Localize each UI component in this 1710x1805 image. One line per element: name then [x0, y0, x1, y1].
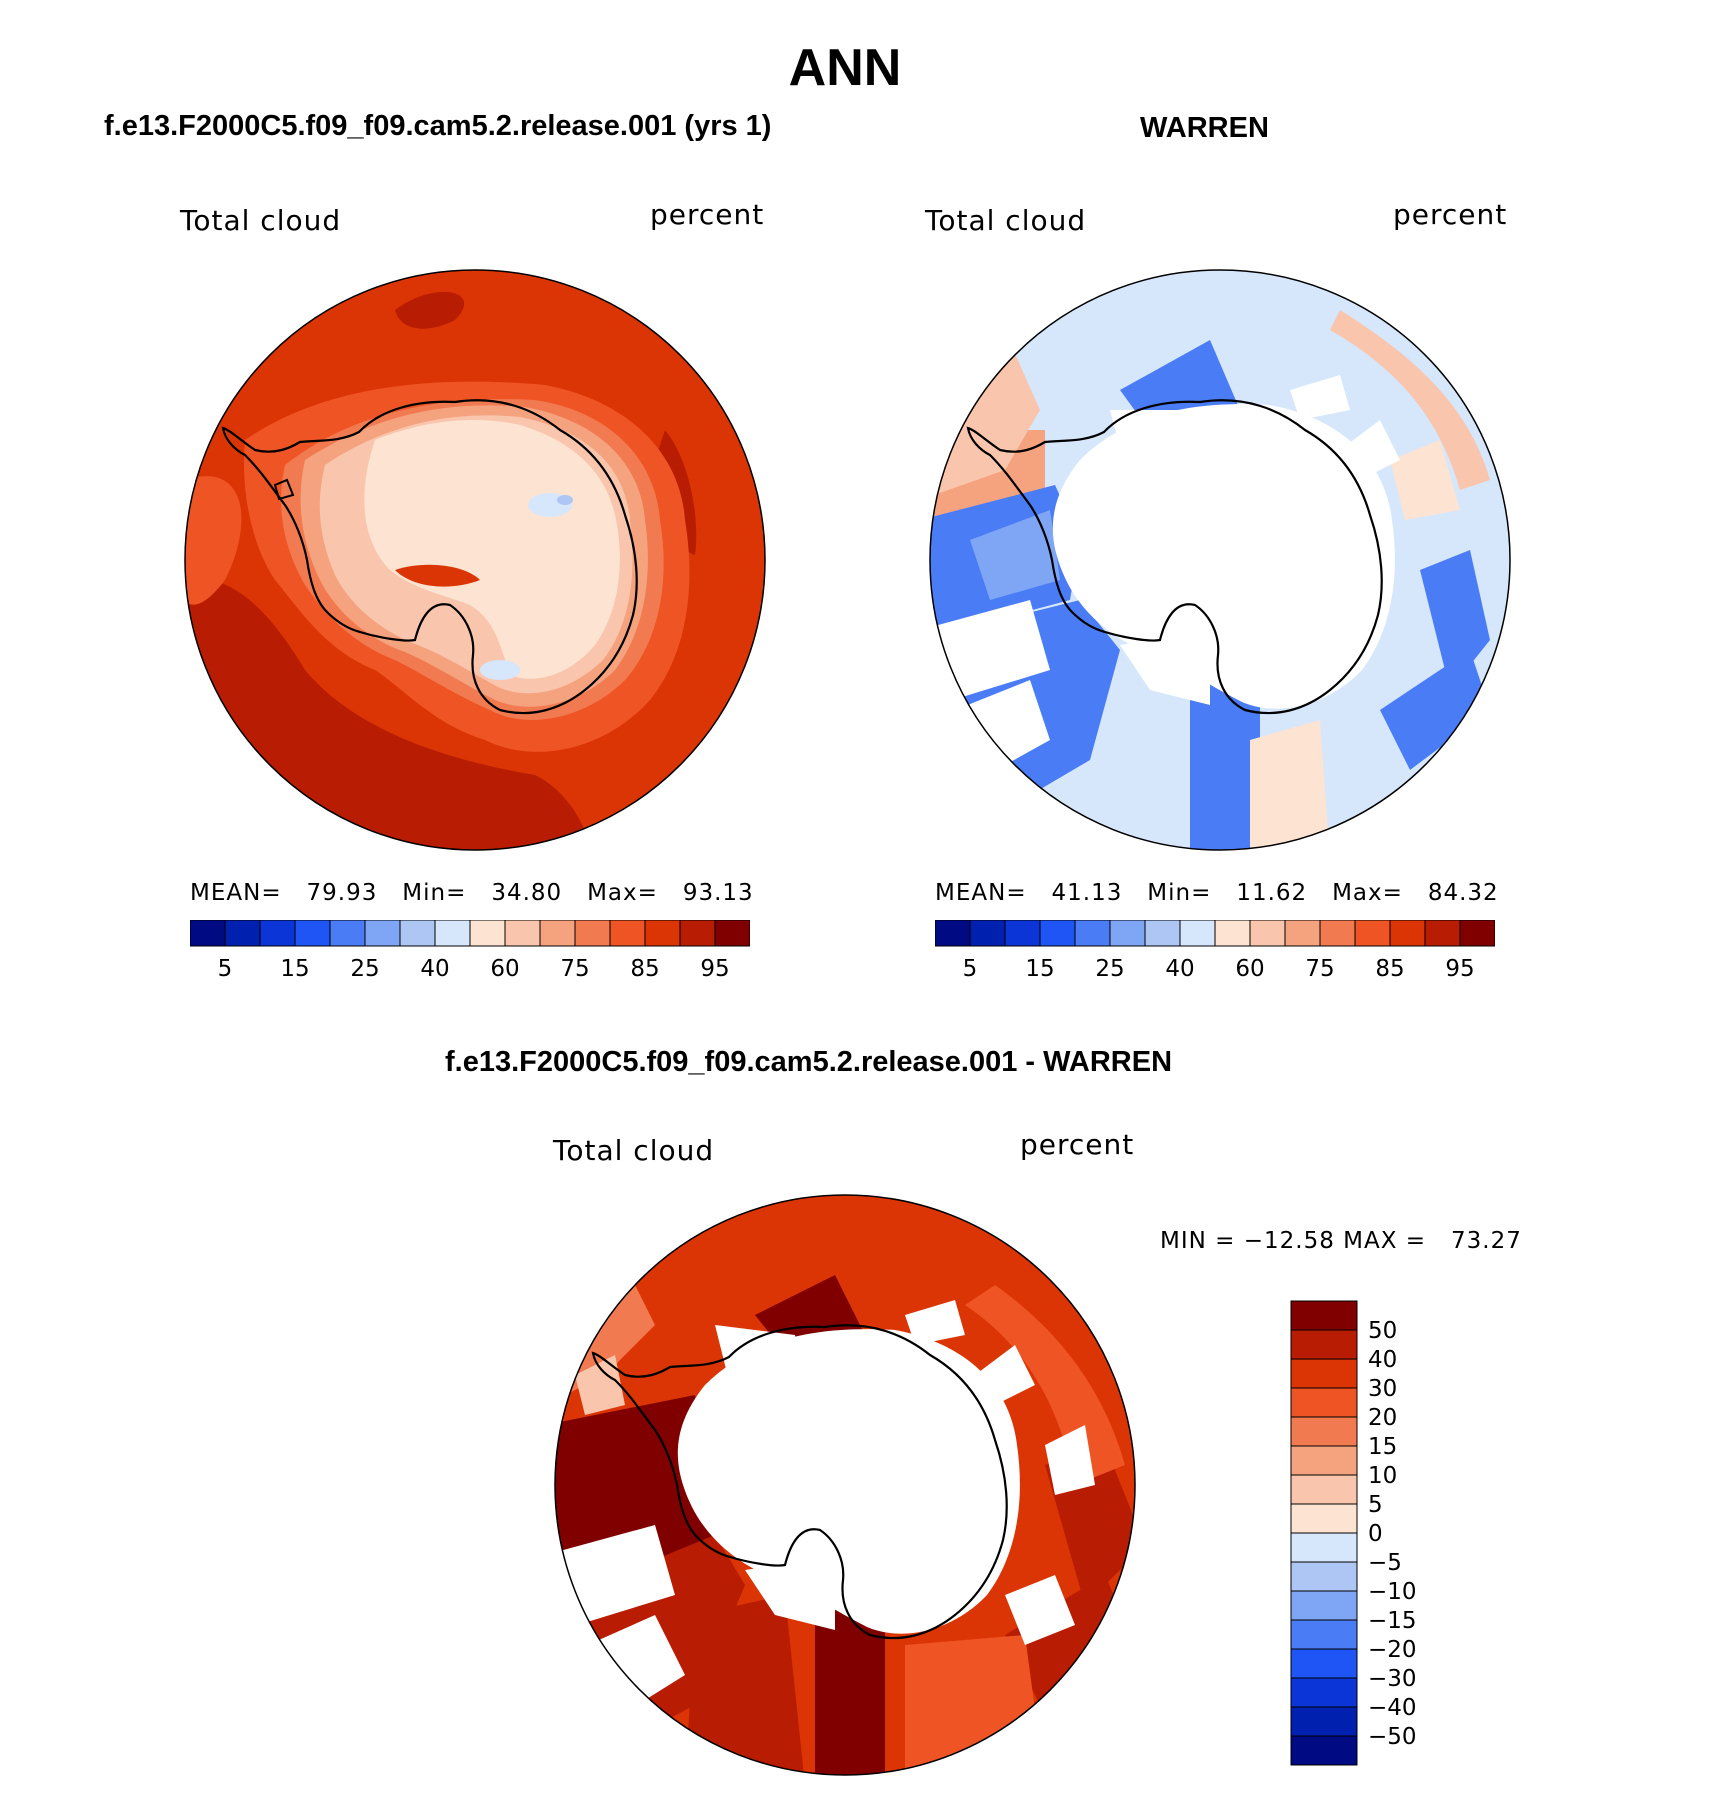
colorbar-swatch: [1249, 920, 1286, 947]
panel1-colorbar: 5 15 25 40 60 75 85 95: [190, 920, 750, 980]
colorbar-swatch: [1290, 1503, 1358, 1534]
colorbar-swatch: [1290, 1300, 1358, 1331]
figure-title: ANN: [788, 39, 902, 97]
colorbar-tick-label: −5: [1368, 1550, 1402, 1576]
colorbar-swatch: [1179, 920, 1216, 947]
colorbar-tick-label: 25: [350, 956, 379, 980]
colorbar-tick-label: −40: [1368, 1695, 1417, 1721]
colorbar-tick-label: −10: [1368, 1579, 1417, 1605]
panel2-colorbar: 5 15 25 40 60 75 85 95: [935, 920, 1495, 980]
diff-units-label: percent: [1020, 1128, 1135, 1161]
colorbar-swatch: [399, 920, 436, 947]
colorbar-tick-label: 15: [1025, 956, 1054, 980]
colorbar-tick-label: 85: [1375, 956, 1404, 980]
colorbar-swatch: [1290, 1416, 1358, 1447]
colorbar-tick-label: 0: [1368, 1521, 1383, 1547]
panel2-subtitle: WARREN: [1140, 112, 1269, 144]
colorbar-tick-label: 95: [1445, 956, 1474, 980]
colorbar-swatch: [1290, 1619, 1358, 1650]
colorbar-swatch: [1319, 920, 1356, 947]
colorbar-tick-label: 10: [1368, 1463, 1397, 1489]
colorbar-swatch: [1004, 920, 1041, 947]
colorbar-swatch: [1290, 1532, 1358, 1563]
colorbar-swatch: [1074, 920, 1111, 947]
colorbar-swatch: [1354, 920, 1391, 947]
colorbar-tick-label: 25: [1095, 956, 1124, 980]
colorbar-tick-label: 5: [963, 956, 978, 980]
panel1-units-label: percent: [650, 198, 765, 231]
colorbar-swatch: [969, 920, 1006, 947]
colorbar-tick-label: 75: [1305, 956, 1334, 980]
colorbar-tick-label: 60: [490, 956, 519, 980]
colorbar-swatch: [1284, 920, 1321, 947]
colorbar-swatch: [1424, 920, 1461, 947]
diff-stats: MIN = −12.58 MAX = 73.27: [1160, 1228, 1522, 1254]
colorbar-tick-label: 40: [1165, 956, 1194, 980]
colorbar-swatch: [1290, 1706, 1358, 1737]
diff-subtitle: f.e13.F2000C5.f09_f09.cam5.2.release.001…: [445, 1046, 1173, 1078]
colorbar-swatch: [679, 920, 716, 947]
colorbar-tick-label: 5: [1368, 1492, 1383, 1518]
colorbar-tick-label: 85: [630, 956, 659, 980]
colorbar-swatch: [1290, 1735, 1358, 1766]
colorbar-tick-label: 50: [1368, 1318, 1397, 1344]
diff-variable-label: Total cloud: [553, 1134, 715, 1167]
colorbar-swatch: [1290, 1561, 1358, 1592]
colorbar-swatch: [1109, 920, 1146, 947]
colorbar-tick-label: 60: [1235, 956, 1264, 980]
colorbar-swatch: [539, 920, 576, 947]
colorbar-swatch: [1144, 920, 1181, 947]
colorbar-tick-label: 30: [1368, 1376, 1397, 1402]
colorbar-swatch: [1459, 920, 1495, 947]
colorbar-swatch: [1290, 1677, 1358, 1708]
panel2-units-label: percent: [1393, 198, 1508, 231]
panel1-variable-label: Total cloud: [180, 204, 342, 237]
colorbar-swatch: [224, 920, 261, 947]
panel2-polar-map: [929, 269, 1511, 851]
colorbar-tick-label: 95: [700, 956, 729, 980]
colorbar-swatch: [1039, 920, 1076, 947]
colorbar-swatch: [1290, 1474, 1358, 1505]
colorbar-swatch: [1389, 920, 1426, 947]
colorbar-swatch: [1290, 1329, 1358, 1360]
colorbar-swatch: [1290, 1387, 1358, 1418]
colorbar-tick-label: 15: [1368, 1434, 1397, 1460]
colorbar-swatch: [329, 920, 366, 947]
colorbar-tick-label: −30: [1368, 1666, 1417, 1692]
colorbar-swatch: [1290, 1590, 1358, 1621]
colorbar-tick-label: 75: [560, 956, 589, 980]
panel1-subtitle: f.e13.F2000C5.f09_f09.cam5.2.release.001…: [104, 110, 772, 142]
colorbar-swatch: [644, 920, 681, 947]
colorbar-tick-label: −15: [1368, 1608, 1417, 1634]
colorbar-tick-label: −20: [1368, 1637, 1417, 1663]
colorbar-tick-label: 20: [1368, 1405, 1397, 1431]
colorbar-swatch: [504, 920, 541, 947]
colorbar-tick-label: 40: [420, 956, 449, 980]
colorbar-tick-label: −50: [1368, 1724, 1417, 1750]
colorbar-swatch: [714, 920, 750, 947]
colorbar-swatch: [609, 920, 646, 947]
colorbar-swatch: [294, 920, 331, 947]
colorbar-swatch: [434, 920, 471, 947]
colorbar-swatch: [1290, 1648, 1358, 1679]
colorbar-swatch: [574, 920, 611, 947]
colorbar-swatch: [469, 920, 506, 947]
colorbar-swatch: [259, 920, 296, 947]
panel1-stats: MEAN= 79.93 Min= 34.80 Max= 93.13: [190, 880, 754, 906]
colorbar-swatch: [1290, 1358, 1358, 1389]
panel2-stats: MEAN= 41.13 Min= 11.62 Max= 84.32: [935, 880, 1499, 906]
panel1-polar-map: [184, 269, 766, 851]
colorbar-swatch: [1290, 1445, 1358, 1476]
panel2-variable-label: Total cloud: [925, 204, 1087, 237]
colorbar-tick-label: 40: [1368, 1347, 1397, 1373]
colorbar-swatch: [935, 920, 971, 947]
colorbar-swatch: [190, 920, 226, 947]
colorbar-swatch: [364, 920, 401, 947]
colorbar-swatch: [1214, 920, 1251, 947]
diff-polar-map: [554, 1194, 1136, 1776]
colorbar-tick-label: 5: [218, 956, 233, 980]
colorbar-tick-label: 15: [280, 956, 309, 980]
